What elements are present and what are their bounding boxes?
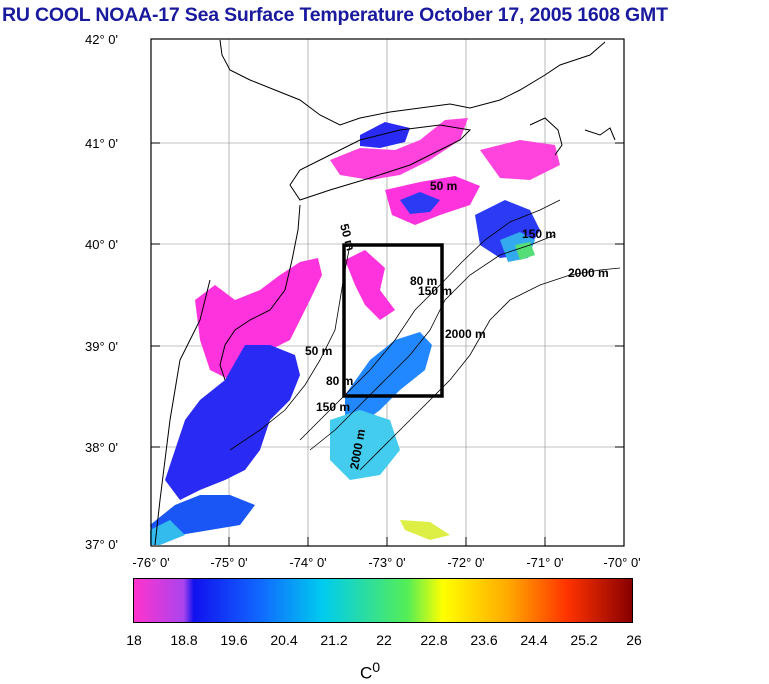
lon-label-71: -71° 0': [526, 555, 564, 570]
lat-label-39: 39° 0': [85, 339, 118, 354]
sst-lightblue-south: [330, 410, 400, 480]
colorbar-units: C0: [360, 660, 380, 684]
colorbar-label: 22.8: [420, 632, 448, 648]
lat-label-38: 38° 0': [85, 440, 118, 455]
isobath-label: 2000 m: [568, 266, 609, 280]
units-text: C: [360, 663, 373, 683]
colorbar-label: 18.8: [170, 632, 198, 648]
isobath-label: 80 m: [326, 374, 353, 388]
lon-label-76: -76° 0': [132, 555, 170, 570]
sst-cyan-patch: [150, 520, 185, 545]
isobath-label: 150 m: [316, 400, 350, 414]
isobath-80m: [299, 199, 561, 441]
lon-label-73: -73° 0': [368, 555, 406, 570]
lon-label-70: -70° 0': [603, 555, 641, 570]
coastline: [154, 39, 616, 546]
colorbar-label: 21.2: [320, 632, 348, 648]
isobath-label: 80 m: [410, 274, 437, 288]
colorbar-label: 25.2: [570, 632, 598, 648]
units-superscript: 0: [372, 660, 381, 676]
colorbar-label: 26: [626, 632, 642, 648]
sst-mid-longisland: [360, 122, 410, 148]
colorbar-label: 23.6: [470, 632, 498, 648]
colorbar-label: 19.6: [220, 632, 248, 648]
study-box: [342, 243, 444, 398]
colorbar-label: 20.4: [270, 632, 298, 648]
colorbar: [133, 578, 633, 623]
isobath-label: 2000 m: [347, 428, 368, 471]
sst-cool-east: [480, 140, 560, 180]
tick-marks: [150, 38, 625, 547]
sst-mid-ri: [400, 192, 440, 214]
sst-field: [150, 118, 560, 545]
lon-label-75: -75° 0': [210, 555, 248, 570]
sst-yellow-patch: [400, 520, 450, 540]
isobath-label: 50 m: [430, 179, 457, 193]
sst-mid-delaware: [165, 345, 300, 500]
isobath-label: 150 m: [418, 284, 452, 298]
sst-cool-coastal: [195, 258, 322, 380]
sst-cool-ny-bight: [345, 250, 395, 320]
isobath-label: 50 m: [305, 344, 332, 358]
isobath-label: 2000 m: [445, 327, 486, 341]
isobath-label: 50 m: [337, 222, 358, 252]
lon-label-74: -74° 0': [289, 555, 327, 570]
isobath-label: 150 m: [522, 227, 556, 241]
isobath-2000m: [359, 267, 621, 471]
map-title: RU COOL NOAA-17 Sea Surface Temperature …: [2, 4, 668, 26]
lat-label-40: 40° 0': [85, 237, 118, 252]
sst-greenish: [515, 242, 535, 260]
colorbar-label: 18: [126, 632, 142, 648]
colorbar-label: 22: [376, 632, 392, 648]
isobath-150m: [309, 234, 556, 451]
lat-label-41: 41° 0': [85, 136, 118, 151]
lon-label-72: -72° 0': [447, 555, 485, 570]
lat-label-42: 42° 0': [85, 32, 118, 47]
sst-cool-longisland: [330, 118, 468, 180]
colorbar-label: 24.4: [520, 632, 548, 648]
lat-label-37: 37° 0': [85, 537, 118, 552]
